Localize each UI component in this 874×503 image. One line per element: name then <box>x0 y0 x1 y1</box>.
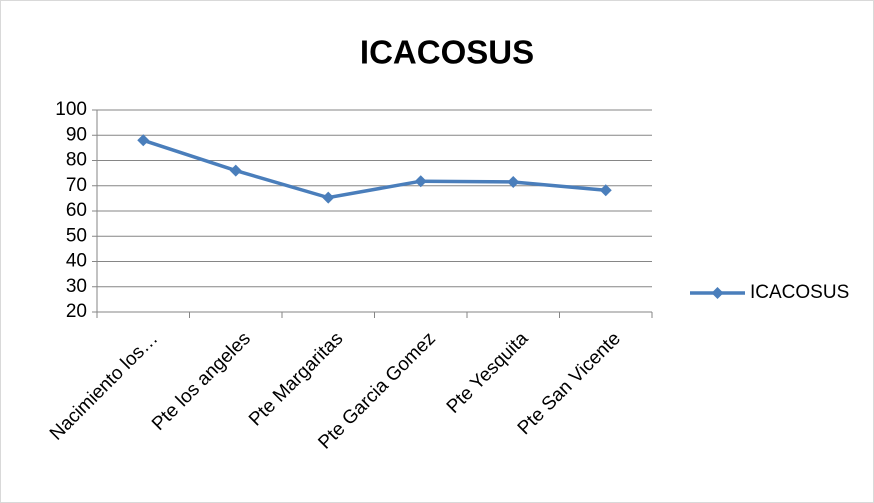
y-tick-label: 20 <box>66 301 87 322</box>
legend-label: ICACOSUS <box>750 282 849 303</box>
point-marker <box>599 184 612 197</box>
chart-title: ICACOSUS <box>360 34 534 71</box>
point-marker <box>414 175 427 188</box>
point-marker <box>229 164 242 177</box>
y-tick-label: 70 <box>66 175 87 196</box>
y-tick-label: 80 <box>66 150 87 171</box>
legend-marker <box>711 287 724 299</box>
y-tick-label: 30 <box>66 276 87 297</box>
point-marker <box>507 175 520 188</box>
y-tick-label: 60 <box>66 200 87 221</box>
y-tick-label: 90 <box>66 124 87 145</box>
point-marker <box>137 134 150 147</box>
series-line <box>142 138 606 200</box>
y-tick-label: 50 <box>66 225 87 246</box>
point-marker <box>322 191 335 204</box>
y-tick-label: 40 <box>66 251 87 272</box>
y-tick-label: 100 <box>55 99 87 120</box>
